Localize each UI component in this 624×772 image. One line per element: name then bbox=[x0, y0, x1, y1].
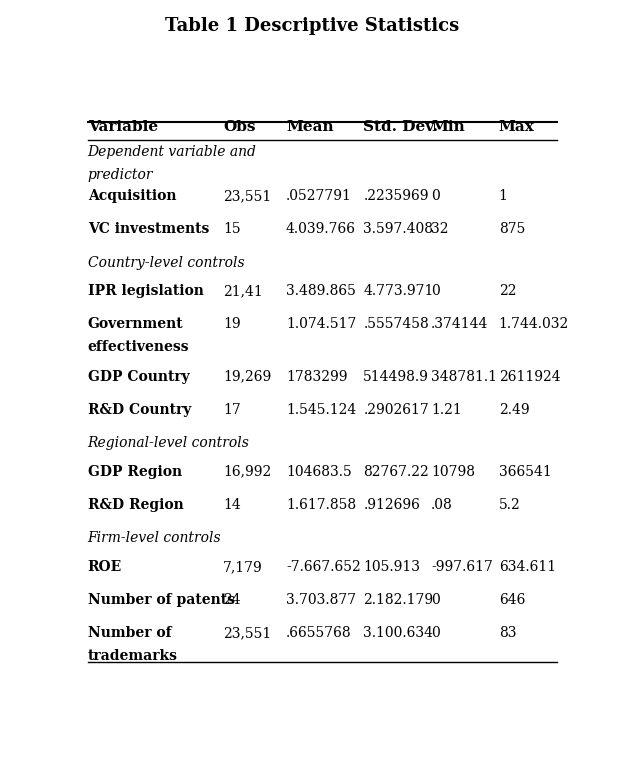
Text: -997.617: -997.617 bbox=[431, 560, 493, 574]
Text: Table 1 Descriptive Statistics: Table 1 Descriptive Statistics bbox=[165, 17, 459, 35]
Text: R&D Country: R&D Country bbox=[87, 403, 191, 417]
Text: 10798: 10798 bbox=[431, 465, 475, 479]
Text: .5557458: .5557458 bbox=[363, 317, 429, 331]
Text: 1.074.517: 1.074.517 bbox=[286, 317, 356, 331]
Text: Dependent variable and: Dependent variable and bbox=[87, 145, 256, 159]
Text: Acquisition: Acquisition bbox=[87, 189, 176, 203]
Text: 2.182.179: 2.182.179 bbox=[363, 593, 434, 607]
Text: 875: 875 bbox=[499, 222, 525, 236]
Text: 105.913: 105.913 bbox=[363, 560, 421, 574]
Text: 23,551: 23,551 bbox=[223, 626, 271, 641]
Text: 366541: 366541 bbox=[499, 465, 552, 479]
Text: Mean: Mean bbox=[286, 120, 334, 134]
Text: 32: 32 bbox=[431, 222, 449, 236]
Text: 3.100.634: 3.100.634 bbox=[363, 626, 433, 641]
Text: R&D Region: R&D Region bbox=[87, 498, 183, 512]
Text: 1: 1 bbox=[499, 189, 507, 203]
Text: 4.773.971: 4.773.971 bbox=[363, 284, 434, 298]
Text: 23,551: 23,551 bbox=[223, 189, 271, 203]
Text: 15: 15 bbox=[223, 222, 241, 236]
Text: 634.611: 634.611 bbox=[499, 560, 556, 574]
Text: 2.49: 2.49 bbox=[499, 403, 529, 417]
Text: IPR legislation: IPR legislation bbox=[87, 284, 203, 298]
Text: .912696: .912696 bbox=[363, 498, 420, 512]
Text: 2611924: 2611924 bbox=[499, 370, 560, 384]
Text: 16,992: 16,992 bbox=[223, 465, 271, 479]
Text: 21,41: 21,41 bbox=[223, 284, 263, 298]
Text: ROE: ROE bbox=[87, 560, 122, 574]
Text: .374144: .374144 bbox=[431, 317, 489, 331]
Text: -7.667.652: -7.667.652 bbox=[286, 560, 361, 574]
Text: 1783299: 1783299 bbox=[286, 370, 348, 384]
Text: 1.744.032: 1.744.032 bbox=[499, 317, 569, 331]
Text: Number of: Number of bbox=[87, 626, 172, 641]
Text: Variable: Variable bbox=[87, 120, 158, 134]
Text: trademarks: trademarks bbox=[87, 649, 178, 663]
Text: 83: 83 bbox=[499, 626, 516, 641]
Text: 348781.1: 348781.1 bbox=[431, 370, 497, 384]
Text: Max: Max bbox=[499, 120, 535, 134]
Text: 3.489.865: 3.489.865 bbox=[286, 284, 356, 298]
Text: Min: Min bbox=[431, 120, 465, 134]
Text: 3.597.408: 3.597.408 bbox=[363, 222, 433, 236]
Text: .6655768: .6655768 bbox=[286, 626, 351, 641]
Text: effectiveness: effectiveness bbox=[87, 340, 189, 354]
Text: 7,179: 7,179 bbox=[223, 560, 263, 574]
Text: .08: .08 bbox=[431, 498, 453, 512]
Text: 14: 14 bbox=[223, 498, 241, 512]
Text: Obs: Obs bbox=[223, 120, 256, 134]
Text: VC investments: VC investments bbox=[87, 222, 209, 236]
Text: 1.21: 1.21 bbox=[431, 403, 462, 417]
Text: predictor: predictor bbox=[87, 168, 153, 181]
Text: GDP Region: GDP Region bbox=[87, 465, 182, 479]
Text: 22: 22 bbox=[499, 284, 516, 298]
Text: 19: 19 bbox=[223, 317, 241, 331]
Text: .0527791: .0527791 bbox=[286, 189, 352, 203]
Text: 82767.22: 82767.22 bbox=[363, 465, 429, 479]
Text: 19,269: 19,269 bbox=[223, 370, 271, 384]
Text: 5.2: 5.2 bbox=[499, 498, 520, 512]
Text: 0: 0 bbox=[431, 189, 440, 203]
Text: 24: 24 bbox=[223, 593, 241, 607]
Text: 3.703.877: 3.703.877 bbox=[286, 593, 356, 607]
Text: Country-level controls: Country-level controls bbox=[87, 256, 245, 269]
Text: 0: 0 bbox=[431, 593, 440, 607]
Text: 514498.9: 514498.9 bbox=[363, 370, 429, 384]
Text: 0: 0 bbox=[431, 626, 440, 641]
Text: .2235969: .2235969 bbox=[363, 189, 429, 203]
Text: Government: Government bbox=[87, 317, 183, 331]
Text: 104683.5: 104683.5 bbox=[286, 465, 352, 479]
Text: Regional-level controls: Regional-level controls bbox=[87, 436, 250, 450]
Text: 646: 646 bbox=[499, 593, 525, 607]
Text: .2902617: .2902617 bbox=[363, 403, 429, 417]
Text: 4.039.766: 4.039.766 bbox=[286, 222, 356, 236]
Text: Number of patents: Number of patents bbox=[87, 593, 235, 607]
Text: 1.617.858: 1.617.858 bbox=[286, 498, 356, 512]
Text: Std. Dev.: Std. Dev. bbox=[363, 120, 438, 134]
Text: 17: 17 bbox=[223, 403, 241, 417]
Text: 1.545.124: 1.545.124 bbox=[286, 403, 356, 417]
Text: GDP Country: GDP Country bbox=[87, 370, 190, 384]
Text: Firm-level controls: Firm-level controls bbox=[87, 531, 222, 545]
Text: 0: 0 bbox=[431, 284, 440, 298]
